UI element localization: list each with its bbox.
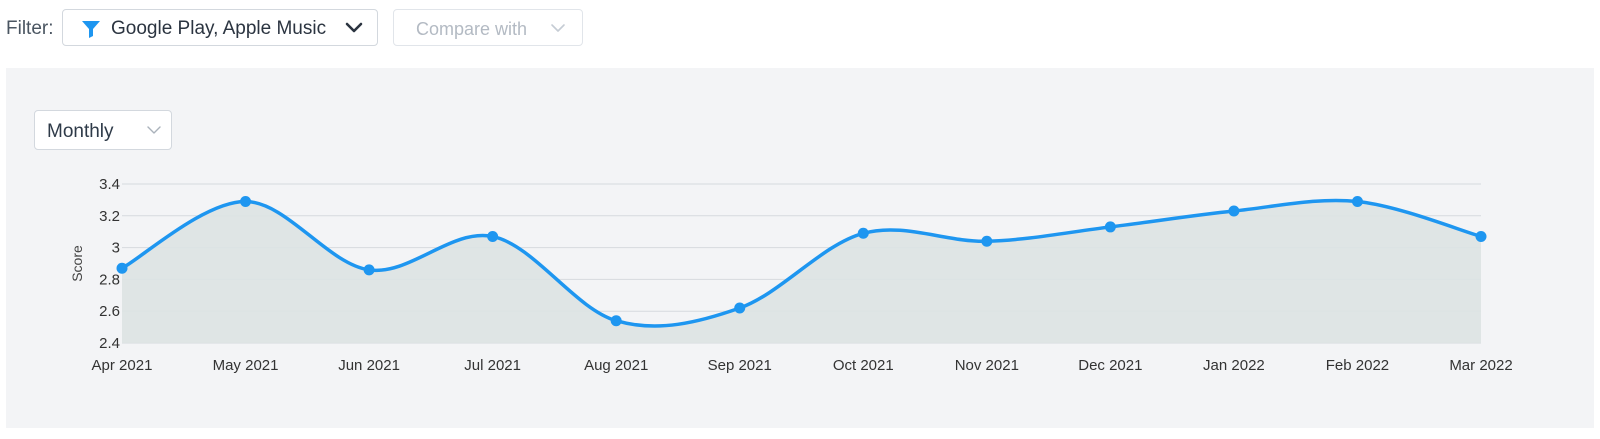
x-tick-label: Jul 2021 [464, 357, 521, 374]
filter-dropdown[interactable]: Google Play, Apple Music [62, 9, 378, 46]
data-point [1351, 195, 1363, 207]
x-tick-label: Jan 2022 [1203, 357, 1265, 374]
y-tick-label: 2.6 [99, 303, 120, 320]
x-tick-label: Aug 2021 [584, 357, 648, 374]
period-select-value: Monthly [47, 121, 114, 142]
chevron-down-icon [551, 24, 565, 32]
data-point [610, 315, 622, 327]
x-tick-label: Dec 2021 [1078, 357, 1142, 374]
y-axis-label: Score [69, 245, 85, 282]
compare-with-placeholder: Compare with [416, 19, 528, 39]
x-tick-label: Mar 2022 [1449, 357, 1512, 374]
y-tick-label: 3.2 [99, 208, 120, 225]
x-tick-label: Feb 2022 [1326, 357, 1389, 374]
x-tick-label: Jun 2021 [338, 357, 400, 374]
chevron-down-icon [345, 22, 363, 33]
filter-label: Filter: [6, 18, 54, 39]
y-tick-label: 2.4 [99, 335, 120, 352]
data-point [1104, 221, 1116, 233]
data-point [116, 262, 128, 274]
score-chart: 2.4 2.6 2.8 3 3.2 3.4 Score Apr 2021 May 2021 Jun… [69, 176, 1513, 374]
x-tick-label: Nov 2021 [955, 357, 1019, 374]
period-select[interactable]: Monthly [34, 110, 172, 150]
data-point [1475, 230, 1487, 242]
filter-bar: Filter: Google Play, Apple Music Compare… [0, 9, 1600, 48]
chevron-down-icon [147, 126, 161, 134]
x-tick-label: Sep 2021 [708, 357, 772, 374]
chart-panel: Monthly 2.4 2.6 2.8 3 3.2 3.4 Score Apr 2021 May… [6, 68, 1594, 428]
data-point [1228, 205, 1240, 217]
filter-selected-value: Google Play, Apple Music [111, 18, 327, 39]
data-point [487, 230, 499, 242]
compare-with-dropdown[interactable]: Compare with [393, 9, 583, 46]
data-point [981, 235, 993, 247]
y-tick-label: 3.4 [99, 176, 120, 193]
data-point [240, 195, 252, 207]
y-tick-label: 3 [112, 240, 120, 257]
data-point [363, 264, 375, 276]
data-point [857, 227, 869, 239]
x-tick-label: Apr 2021 [92, 357, 153, 374]
series-area [122, 200, 1481, 343]
x-tick-label: Oct 2021 [833, 357, 894, 374]
x-tick-label: May 2021 [213, 357, 279, 374]
funnel-icon [82, 21, 100, 38]
y-tick-label: 2.8 [99, 271, 120, 288]
data-point [734, 302, 746, 314]
